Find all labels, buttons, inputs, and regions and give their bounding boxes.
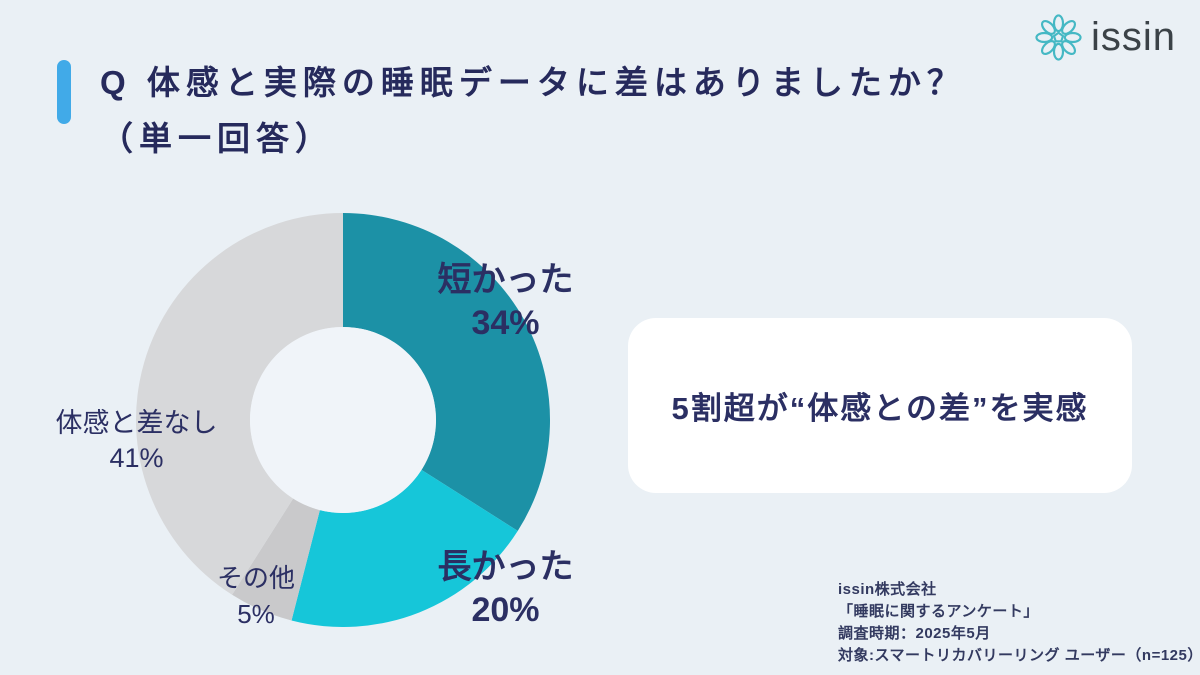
logo: issin xyxy=(1035,14,1176,61)
segment-label-longer-pct: 20% xyxy=(471,591,540,629)
question-title-line2: （単一回答） xyxy=(100,120,334,157)
logo-text: issin xyxy=(1090,15,1176,59)
segment-label-no-difference-pct: 41% xyxy=(109,443,164,473)
segment-label-longer-text: 長かった xyxy=(437,548,574,586)
segment-label-no-difference-text: 体感と差なし xyxy=(55,408,218,438)
donut-chart xyxy=(136,213,550,627)
segment-label-other-pct: 5% xyxy=(237,599,275,629)
segment-label-other: その他 5% xyxy=(196,560,316,632)
segment-label-shorter-pct: 34% xyxy=(471,304,540,342)
donut-hole xyxy=(250,327,436,513)
question-title-line1: Q 体感と実際の睡眠データに差はありましたか？ xyxy=(100,64,966,101)
donut-segment-その他 xyxy=(232,498,320,621)
donut-segment-短かった xyxy=(343,213,550,531)
title-block: Q 体感と実際の睡眠データに差はありましたか？ （単一回答） xyxy=(57,60,966,167)
segment-label-no-difference: 体感と差なし 41% xyxy=(34,406,239,476)
highlight-card-text: 5割超が“体感との差”を実感 xyxy=(671,391,1089,426)
highlight-card: 5割超が“体感との差”を実感 xyxy=(628,318,1132,493)
question-title: Q 体感と実際の睡眠データに差はありましたか？ （単一回答） xyxy=(100,55,966,167)
footnote-survey-target: 対象:スマートリカバリーリング ユーザー（n=125） xyxy=(838,647,1200,664)
footnote-company: issin株式会社 xyxy=(838,581,937,598)
title-accent-bar xyxy=(57,60,71,124)
footnote-survey-period: 調査時期：2025年5月 xyxy=(838,625,991,642)
donut-segment-長かった xyxy=(291,469,518,627)
survey-footnote: issin株式会社 「睡眠に関するアンケート」 調査時期：2025年5月 対象:… xyxy=(838,579,1200,667)
segment-label-longer: 長かった 20% xyxy=(418,546,593,632)
donut-segment-体感と差なし xyxy=(136,213,343,595)
issin-flower-icon xyxy=(1035,14,1082,61)
segment-label-shorter: 短かった 34% xyxy=(418,259,593,345)
segment-label-shorter-text: 短かった xyxy=(437,261,574,299)
segment-label-other-text: その他 xyxy=(216,563,295,593)
footnote-survey-name: 「睡眠に関するアンケート」 xyxy=(838,603,1039,620)
